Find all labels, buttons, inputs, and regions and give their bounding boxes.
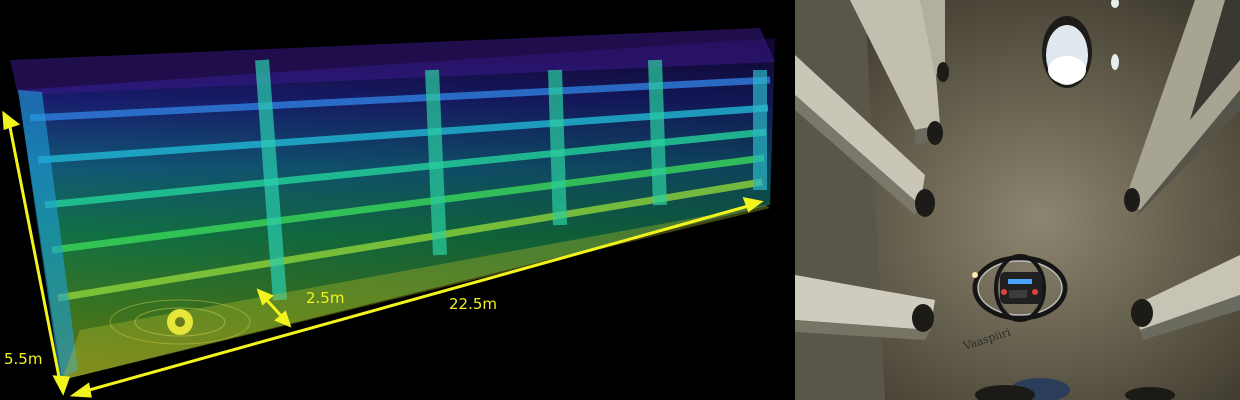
bottom-hole bbox=[975, 385, 1035, 400]
left-wall bbox=[18, 90, 78, 380]
length-arrow-head-left bbox=[69, 382, 92, 398]
height-arrow bbox=[7, 121, 62, 383]
photo-panel: Vaaspiiri bbox=[795, 0, 1240, 400]
gap-arrow-head-bottom bbox=[274, 310, 292, 328]
drone-photo: Vaaspiiri bbox=[795, 0, 1240, 400]
scan-origin-marker bbox=[109, 299, 251, 345]
drone bbox=[972, 254, 1068, 322]
height-arrow-head-bottom bbox=[52, 375, 71, 396]
bottom-hole-right bbox=[1125, 387, 1175, 400]
shelf-bands bbox=[29, 76, 771, 302]
ceiling-haze bbox=[10, 28, 775, 95]
ceiling-light-small bbox=[972, 272, 978, 278]
length-arrow-head-right bbox=[742, 197, 764, 213]
length-arrow bbox=[81, 203, 753, 394]
aisle-gap-label: 2.5m bbox=[306, 289, 345, 307]
point-cloud-image bbox=[2, 28, 775, 398]
wall-handwriting: Vaaspiiri bbox=[961, 325, 1013, 353]
gap-arrow-head-top bbox=[256, 288, 274, 306]
vertical-frames bbox=[255, 59, 767, 301]
height-label: 5.5m bbox=[4, 350, 43, 368]
dimension-arrows bbox=[2, 110, 764, 398]
point-cloud-panel: 5.5m 2.5m 22.5m bbox=[2, 28, 775, 398]
hatch-light bbox=[1042, 0, 1119, 88]
height-arrow-head-top bbox=[2, 110, 21, 131]
left-wall-plate bbox=[795, 0, 885, 400]
left-frames bbox=[795, 0, 945, 340]
frame-holes bbox=[912, 62, 1153, 332]
right-frames bbox=[1125, 0, 1240, 340]
length-label: 22.5m bbox=[449, 295, 498, 313]
